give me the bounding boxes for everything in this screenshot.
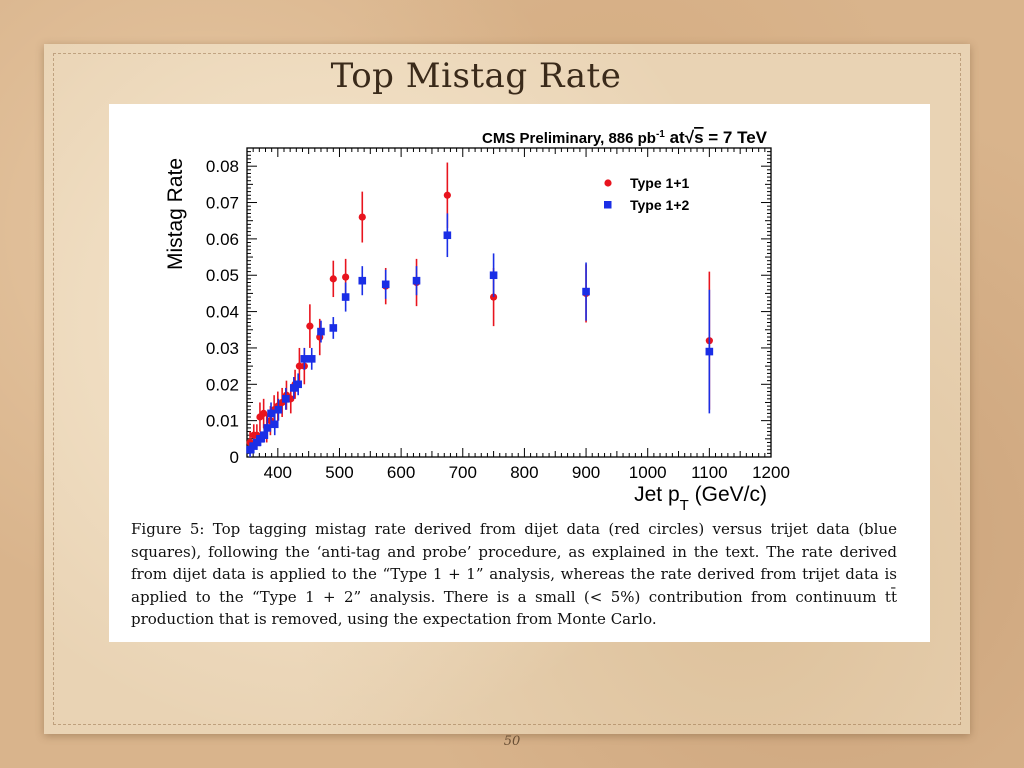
slide-title: Top Mistag Rate	[330, 56, 622, 96]
data-point-type-1-1	[358, 213, 366, 221]
chart-title: CMS Preliminary, 886 pb-1 at√s = 7 TeV	[482, 128, 768, 147]
axes: 400 500 600 700 800 900 1000 1100 1200 0 0.01 0.02 0…	[206, 147, 790, 482]
legend-label-type-1-2: Type 1+2	[630, 197, 689, 213]
y-tick-label: 0.05	[206, 266, 239, 285]
y-tick-label: 0.03	[206, 339, 239, 358]
x-axis-label: Jet pT (GeV/c)	[634, 483, 767, 514]
x-axis-label-sub: T	[680, 497, 689, 514]
x-tick-label: 1100	[691, 463, 728, 482]
data-point-type-1-1	[342, 273, 350, 281]
data-point-type-1-2	[274, 405, 283, 414]
data-point-type-1-2	[290, 384, 298, 392]
legend-marker-type-1-1	[604, 179, 612, 187]
x-tick-label: 400	[264, 463, 292, 482]
x-axis-label-unit: (GeV/c)	[689, 483, 767, 506]
x-tick-label: 1200	[752, 463, 790, 482]
data-point-type-1-2	[358, 276, 367, 285]
legend-marker-type-1-2	[604, 201, 612, 209]
data-point-type-1-2	[381, 280, 390, 289]
y-tick-label: 0	[230, 448, 239, 467]
data-points	[246, 162, 714, 457]
x-tick-label: 700	[449, 463, 477, 482]
data-point-type-1-1	[306, 322, 314, 330]
data-point-type-1-2	[300, 355, 309, 363]
y-tick-label: 0.04	[206, 303, 239, 322]
data-point-type-1-2	[341, 293, 350, 301]
data-point-type-1-2	[263, 424, 272, 432]
x-tick-label: 900	[572, 463, 600, 482]
x-tick-label: 800	[510, 463, 538, 482]
legend: Type 1+1 Type 1+2	[604, 175, 689, 213]
plot-frame	[246, 147, 772, 458]
data-point-type-1-1	[443, 191, 451, 199]
page-number: 50	[503, 734, 521, 749]
data-point-type-1-2	[705, 347, 714, 356]
figure-caption: Figure 5: Top tagging mistag rate derive…	[131, 520, 897, 628]
x-tick-label: 1000	[629, 463, 667, 482]
data-point-type-1-1	[295, 362, 303, 370]
chart-title-exponent: -1	[656, 129, 665, 140]
data-point-type-1-2	[282, 395, 290, 403]
chart-title-sqrt: √	[685, 128, 695, 147]
data-point-type-1-2	[582, 287, 590, 296]
data-point-type-1-2	[267, 409, 275, 418]
y-tick-label: 0.06	[206, 230, 239, 249]
data-point-type-1-2	[294, 380, 302, 389]
mistag-chart: CMS Preliminary, 886 pb-1 at√s = 7 TeV M…	[164, 128, 790, 514]
chart-title-prefix: CMS Preliminary, 886 pb	[482, 130, 656, 147]
data-point-type-1-2	[412, 276, 421, 285]
y-tick-label: 0.08	[206, 157, 239, 176]
x-tick-label: 600	[387, 463, 415, 482]
x-tick-label: 500	[325, 463, 353, 482]
data-point-type-1-2	[260, 431, 269, 439]
y-tick-label: 0.07	[206, 194, 239, 213]
y-tick-label: 0.02	[206, 375, 239, 394]
legend-label-type-1-1: Type 1+1	[630, 175, 689, 191]
data-point-type-1-2	[317, 327, 325, 336]
figure-panel: CMS Preliminary, 886 pb-1 at√s = 7 TeV M…	[109, 104, 930, 642]
chart-title-suffix: = 7 TeV	[704, 128, 768, 147]
data-point-type-1-2	[489, 271, 498, 280]
data-point-type-1-2	[329, 324, 338, 332]
data-point-type-1-2	[443, 231, 452, 240]
chart-title-sqrt-arg: s	[694, 128, 703, 147]
x-axis-label-main: Jet p	[634, 483, 680, 506]
data-point-type-1-2	[307, 355, 316, 363]
y-axis-label: Mistag Rate	[164, 158, 187, 270]
y-tick-label: 0.01	[206, 412, 239, 431]
data-point-type-1-2	[270, 420, 279, 429]
data-point-type-1-1	[329, 275, 337, 283]
chart-title-middle: at	[665, 128, 685, 147]
data-point-type-1-1	[260, 409, 268, 417]
